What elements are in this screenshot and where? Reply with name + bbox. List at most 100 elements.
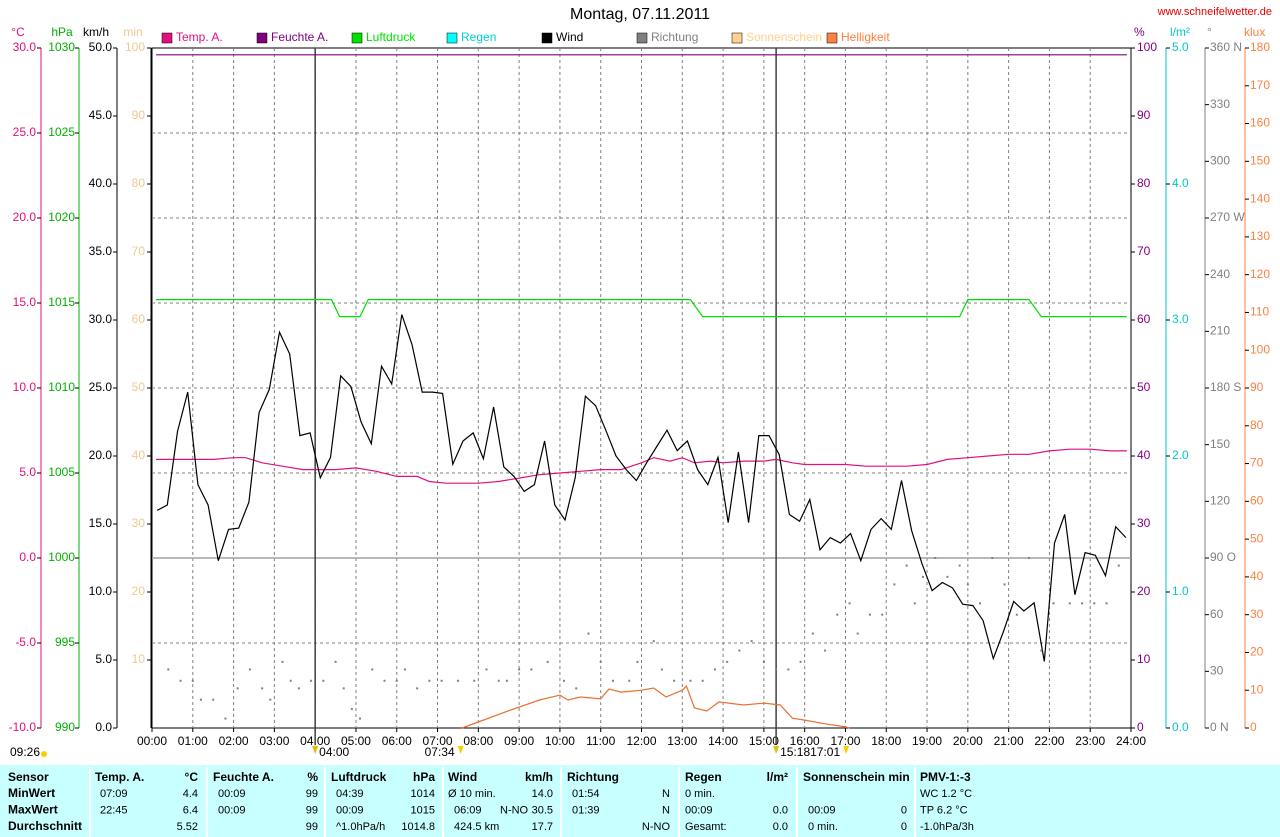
y-tick-label: 270 W — [1210, 210, 1245, 224]
table-cell: ^1.0hPa/h — [336, 821, 385, 833]
source: www.schneifelwetter.de — [1157, 6, 1272, 18]
table-cell: 424.5 km — [454, 821, 499, 833]
legend-label: Temp. A. — [176, 30, 223, 44]
updated: 09:26 — [10, 745, 40, 759]
direction-dot — [652, 640, 655, 643]
y-tick-label: 25.0 — [89, 380, 113, 394]
y-tick-label: 150 — [1250, 154, 1270, 168]
y-tick-label: 2.0 — [1172, 448, 1189, 462]
y-tick-label: 45.0 — [89, 108, 113, 122]
marker-triangle — [843, 746, 850, 754]
direction-dot — [811, 632, 814, 635]
y-tick-label: 70 — [1250, 456, 1264, 470]
direction-dot — [799, 660, 802, 663]
y-tick-label: 0.0 — [1172, 720, 1189, 734]
y-tick-label: 150 — [1210, 437, 1230, 451]
direction-dot — [921, 575, 924, 578]
direction-dot — [946, 575, 949, 578]
x-tick-label: 15:00 — [749, 734, 779, 748]
y-tick-label: 100 — [1250, 342, 1270, 356]
table-cell: N-NO — [500, 804, 529, 816]
table-cell: N — [662, 788, 670, 800]
table-cell: 0.0 — [773, 821, 788, 833]
table-header: PMV-1:-3 — [920, 770, 971, 784]
table-cell: 01:54 — [572, 788, 600, 800]
direction-dot — [713, 668, 716, 671]
row-label: MinWert — [8, 786, 55, 800]
y-tick-label: 90 O — [1210, 550, 1236, 564]
y-tick-label: 20 — [132, 584, 146, 598]
table-header: Richtung — [567, 770, 619, 784]
direction-dot — [856, 632, 859, 635]
y-tick-label: 10 — [132, 652, 146, 666]
y-tick-label: 110 — [1250, 305, 1269, 319]
table-cell: 1015 — [411, 804, 435, 816]
direction-dot — [1015, 613, 1018, 616]
y-tick-label: 40 — [1137, 448, 1151, 462]
table-cell: Ø 10 min. — [448, 788, 496, 800]
y-tick-label: 1005 — [48, 465, 75, 479]
direction-dot — [485, 668, 488, 671]
table-header: Sensor — [8, 770, 49, 784]
y-tick-label: 50.0 — [89, 40, 113, 54]
direction-dot — [248, 668, 251, 671]
direction-dot — [636, 660, 639, 663]
table-cell: 1014 — [411, 788, 435, 800]
x-tick-label: 12:00 — [626, 734, 656, 748]
y-tick-label: 330 — [1210, 97, 1230, 111]
direction-dot — [836, 613, 839, 616]
y-tick-label: 10 — [1137, 652, 1151, 666]
y-tick-label: 0 N — [1210, 720, 1229, 734]
table-cell: N-NO — [642, 821, 671, 833]
y-tick-label: 80 — [1250, 418, 1264, 432]
axis-unit: l/m² — [1170, 25, 1190, 39]
x-tick-label: 09:00 — [504, 734, 534, 748]
table-header: % — [307, 770, 318, 784]
legend-label: Wind — [556, 30, 583, 44]
table-cell: 06:09 — [454, 804, 482, 816]
y-tick-label: 210 — [1210, 324, 1230, 338]
table-cell: 00:09 — [808, 804, 836, 816]
y-tick-label: 160 — [1250, 116, 1270, 130]
y-tick-label: 90 — [132, 108, 146, 122]
direction-dot — [261, 687, 264, 690]
direction-dot — [762, 660, 765, 663]
direction-dot — [456, 679, 459, 682]
direction-dot — [587, 632, 590, 635]
series-line — [461, 685, 850, 729]
direction-dot — [383, 679, 386, 682]
y-tick-label: 30.0 — [89, 312, 113, 326]
direction-dot — [824, 649, 827, 652]
table-header: Temp. A. — [95, 770, 144, 784]
y-tick-label: 120 — [1250, 267, 1270, 281]
table-cell: 0.0 — [773, 804, 788, 816]
direction-dot — [167, 668, 170, 671]
direction-dot — [428, 679, 431, 682]
y-tick-label: 50 — [1250, 531, 1264, 545]
table-cell: 22:45 — [100, 804, 128, 816]
y-tick-label: 20 — [1250, 645, 1264, 659]
table-cell: 01:39 — [572, 804, 600, 816]
y-tick-label: 5.0 — [1172, 40, 1189, 54]
table-header: Regen — [685, 770, 722, 784]
y-tick-label: 20.0 — [13, 210, 37, 224]
y-tick-label: 60 — [1210, 607, 1224, 621]
y-tick-label: 5.0 — [95, 652, 112, 666]
direction-dot — [1003, 583, 1006, 586]
x-tick-label: 23:00 — [1075, 734, 1105, 748]
y-tick-label: 10 — [1250, 682, 1264, 696]
direction-dot — [848, 602, 851, 605]
y-tick-label: 130 — [1250, 229, 1270, 243]
marker-label: 04:00 — [319, 745, 349, 759]
y-tick-label: 180 — [1250, 40, 1270, 54]
table-cell: 0 min. — [685, 788, 715, 800]
direction-dot — [179, 679, 182, 682]
direction-dot — [750, 640, 753, 643]
table-header: Sonnenschein min — [803, 770, 910, 784]
y-tick-label: 4.0 — [1172, 176, 1189, 190]
table-header: °C — [185, 770, 199, 784]
direction-dot — [334, 660, 337, 663]
table-cell: 99 — [306, 821, 318, 833]
